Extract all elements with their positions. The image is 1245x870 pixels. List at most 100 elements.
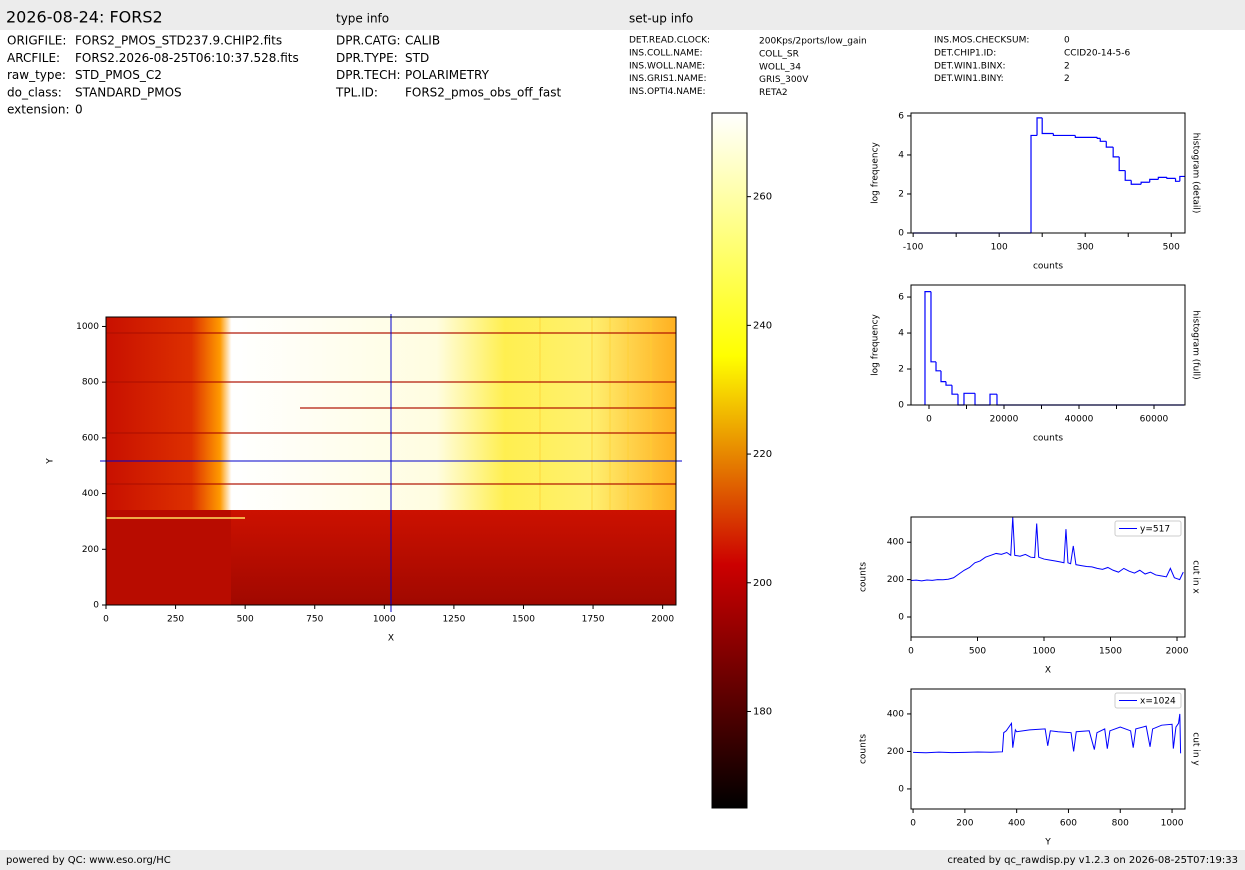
info-value: FORS2_PMOS_STD237.9.CHIP2.fits	[75, 34, 282, 48]
info-value: RETA2	[759, 88, 788, 98]
x-tick-label: 200	[956, 819, 973, 829]
y-tick-label: 400	[887, 538, 904, 548]
y-tick-label: 0	[898, 784, 904, 794]
chart-histogram: -100 100 300 500 0 2 4 6 counts log frequency hist…	[871, 111, 1201, 271]
legend-label: x=1024	[1140, 697, 1176, 707]
colorbar	[712, 113, 747, 808]
info-key: do_class:	[7, 85, 62, 99]
side-label: histogram (detail)	[1191, 133, 1201, 214]
x-tick-label: 500	[1163, 243, 1180, 253]
frame	[711, 112, 748, 809]
x-axis-label: counts	[1033, 434, 1063, 444]
info-key: DET.READ.CLOCK:	[629, 36, 710, 46]
y-tick-label: 260	[753, 192, 772, 203]
cut-line	[913, 713, 1182, 754]
x-tick-label: 1000	[373, 615, 396, 625]
footer-band	[0, 850, 1245, 870]
histogram-step	[1140, 181, 1150, 185]
y-tick-label: 180	[753, 706, 772, 717]
info-value: STD_PMOS_C2	[75, 68, 162, 82]
y-tick-label: 240	[753, 320, 772, 331]
chart-colorbar: 180 200 220 240 260	[711, 112, 772, 809]
histogram-step	[945, 381, 952, 386]
info-value: FORS2.2026-08-25T06:10:37.528.fits	[75, 51, 299, 65]
histogram-step	[974, 393, 991, 406]
x-tick-label: 1000	[1161, 819, 1184, 829]
histogram-step	[963, 392, 976, 405]
y-tick-label: 200	[887, 575, 904, 585]
histogram-step	[1157, 176, 1167, 180]
x-tick-label: 0	[910, 819, 916, 829]
y-tick-label: 200	[753, 578, 772, 589]
x-tick-label: 400	[1008, 819, 1025, 829]
info-value: WOLL_34	[759, 62, 801, 72]
histogram-step	[930, 291, 937, 363]
y-tick-label: 4	[898, 329, 904, 339]
x-tick-label: 60000	[1140, 415, 1169, 425]
legend-box	[1114, 692, 1182, 709]
x-tick-label: 2000	[1166, 647, 1189, 657]
info-key: ORIGFILE:	[7, 34, 66, 48]
histogram-step	[989, 393, 997, 405]
info-key: extension:	[7, 103, 70, 117]
info-value: STD	[405, 51, 429, 65]
info-value: STANDARD_PMOS	[75, 85, 182, 99]
histogram-step	[1030, 134, 1038, 233]
y-axis-label: counts	[859, 562, 869, 592]
section-title: type info	[336, 12, 389, 26]
y-tick-label: 200	[82, 545, 99, 555]
y-tick-label: 2	[898, 189, 904, 199]
info-value: 0	[75, 103, 83, 117]
chart-image: 0 250 500 750 1000 1250 1500 1750 2000 0 200 400 600…	[46, 314, 682, 644]
histogram-step	[1036, 117, 1043, 136]
y-tick-label: 800	[82, 378, 99, 388]
histogram-step	[1041, 117, 1054, 135]
legend-label: y=517	[1140, 525, 1170, 535]
frame	[910, 516, 1186, 638]
x-tick-label: 1250	[442, 615, 465, 625]
histogram-step	[1149, 178, 1159, 183]
histogram-step	[1099, 138, 1107, 142]
y-tick-label: 400	[82, 489, 99, 499]
info-key: INS.COLL.NAME:	[629, 48, 703, 58]
histogram-step	[1105, 141, 1114, 148]
info-key: DPR.TYPE:	[336, 51, 398, 65]
x-tick-label: 1500	[1099, 647, 1122, 657]
histogram-step	[1074, 135, 1098, 138]
histogram-step	[940, 370, 946, 383]
x-tick-label: 300	[1077, 243, 1094, 253]
info-key: INS.OPTI4.NAME:	[629, 87, 706, 97]
info-key: DET.WIN1.BINY:	[934, 74, 1004, 84]
y-tick-label: 0	[898, 401, 904, 411]
histogram-step	[1096, 137, 1101, 139]
x-tick-label: 600	[1060, 819, 1077, 829]
frame	[910, 112, 1186, 234]
frame	[910, 688, 1186, 810]
x-axis-label: X	[388, 634, 394, 644]
y-tick-label: 200	[887, 747, 904, 757]
info-key: raw_type:	[7, 68, 66, 82]
y-tick-label: 6	[898, 293, 904, 303]
y-tick-label: 4	[898, 150, 904, 160]
footer-right: created by qc_rawdisp.py v1.2.3 on 2026-…	[947, 855, 1238, 866]
info-key: INS.GRIS1.NAME:	[629, 74, 707, 84]
y-tick-label: 1000	[76, 322, 99, 332]
page-title: 2026-08-24: FORS2	[6, 8, 163, 27]
info-value: 200Kps/2ports/low_gain	[759, 37, 867, 47]
y-axis-label: counts	[859, 734, 869, 764]
y-tick-label: 220	[753, 449, 772, 460]
x-tick-label: 0	[103, 615, 109, 625]
x-axis-label: Y	[1044, 838, 1051, 848]
histogram-step	[996, 394, 1184, 406]
frame	[105, 316, 677, 606]
info-key: DET.CHIP1.ID:	[934, 48, 996, 58]
y-axis-label: log frequency	[871, 313, 881, 375]
y-tick-label: 600	[82, 433, 99, 443]
histogram-step	[1052, 133, 1076, 137]
info-key: DPR.CATG:	[336, 34, 401, 48]
x-axis-label: counts	[1033, 262, 1063, 272]
x-tick-label: 1500	[512, 615, 535, 625]
histogram-step	[935, 361, 941, 372]
x-tick-label: 1000	[1033, 647, 1056, 657]
